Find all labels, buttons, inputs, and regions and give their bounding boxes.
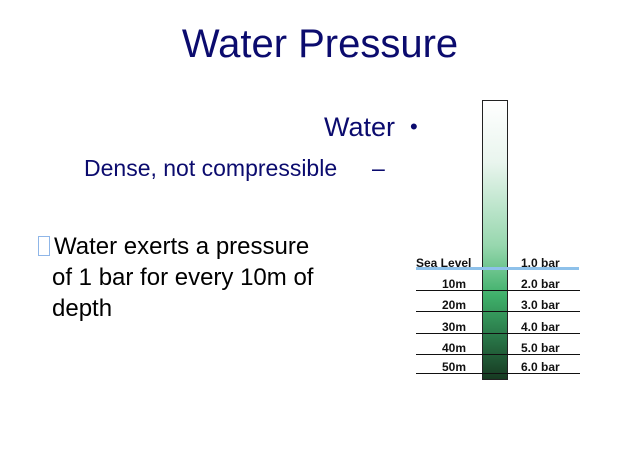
pressure-label: 2.0 bar bbox=[521, 277, 560, 291]
water-heading: Water bbox=[323, 112, 395, 142]
row-divider bbox=[416, 373, 580, 374]
depth-label: 10m bbox=[441, 277, 466, 291]
pressure-label: 6.0 bar bbox=[521, 360, 560, 374]
body-text: Water exerts a pressure of 1 bar for eve… bbox=[38, 231, 358, 324]
water-bullet: • bbox=[410, 114, 418, 139]
depth-label: 20m bbox=[441, 298, 466, 312]
dense-text: Dense, not compressible bbox=[84, 155, 338, 181]
slide-title: Water Pressure bbox=[181, 22, 459, 66]
depth-label: 40m bbox=[441, 341, 466, 355]
row-divider bbox=[416, 333, 580, 334]
pressure-label: 1.0 bar bbox=[521, 256, 560, 270]
body-line-1: Water exerts a pressure bbox=[54, 233, 310, 260]
pressure-label: 3.0 bar bbox=[521, 298, 560, 312]
bullet-box-icon bbox=[38, 236, 50, 256]
row-divider bbox=[416, 311, 580, 312]
depth-label: Sea Level bbox=[416, 256, 472, 270]
row-divider bbox=[416, 354, 580, 355]
depth-label: 30m bbox=[441, 320, 466, 334]
water-column bbox=[482, 100, 508, 380]
row-divider bbox=[416, 290, 580, 291]
body-line-2: of 1 bar for every 10m of bbox=[52, 264, 314, 291]
pressure-label: 4.0 bar bbox=[521, 320, 560, 334]
pressure-label: 5.0 bar bbox=[521, 341, 560, 355]
body-line-3: depth bbox=[52, 295, 113, 322]
dense-dash: – bbox=[372, 155, 385, 181]
sea-level-line bbox=[416, 267, 579, 270]
depth-label: 50m bbox=[441, 360, 466, 374]
